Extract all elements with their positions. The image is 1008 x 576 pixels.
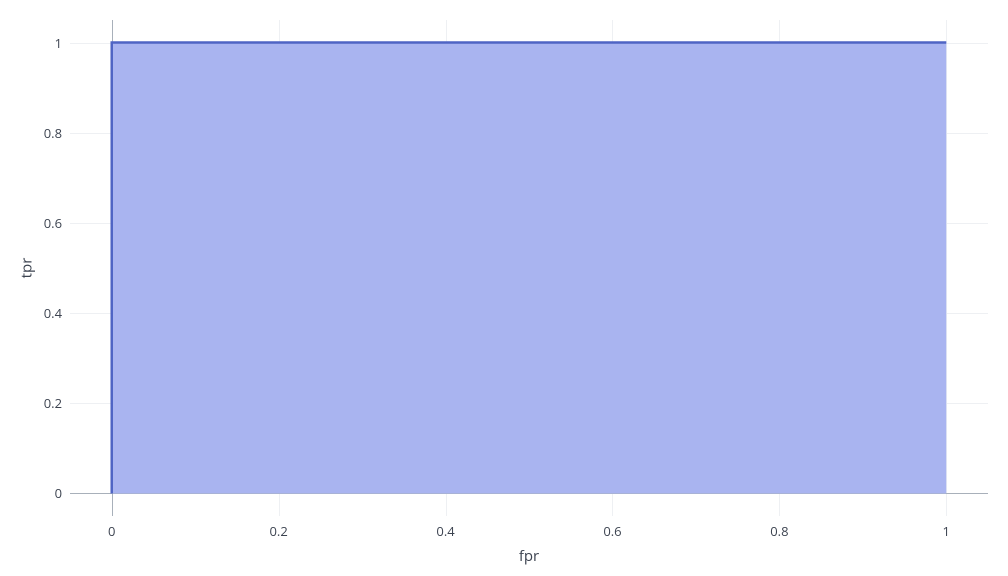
- y-tick-label: 1: [55, 34, 62, 52]
- y-tick-label: 0.2: [44, 394, 62, 412]
- y-tick-label: 0.4: [44, 304, 62, 322]
- y-tick-label: 0.8: [44, 124, 62, 142]
- x-axis-title: fpr: [519, 546, 539, 566]
- plot-area: [70, 20, 988, 516]
- roc-area-fill: [112, 43, 947, 494]
- x-tick-label: 0.2: [269, 522, 287, 540]
- y-tick-label: 0.6: [44, 214, 62, 232]
- roc-chart[interactable]: fpr tpr 0 0.2 0.4 0.6 0.8 1 0 0.2 0.4 0.6 0.8 1: [0, 0, 1008, 576]
- x-tick-label: 0.6: [603, 522, 621, 540]
- x-tick-label: 0: [108, 522, 115, 540]
- roc-area-svg: [70, 20, 988, 516]
- x-tick-label: 1: [943, 522, 950, 540]
- y-axis-title: tpr: [16, 258, 36, 279]
- x-tick-label: 0.8: [770, 522, 788, 540]
- y-tick-label: 0: [55, 484, 62, 502]
- x-tick-label: 0.4: [436, 522, 454, 540]
